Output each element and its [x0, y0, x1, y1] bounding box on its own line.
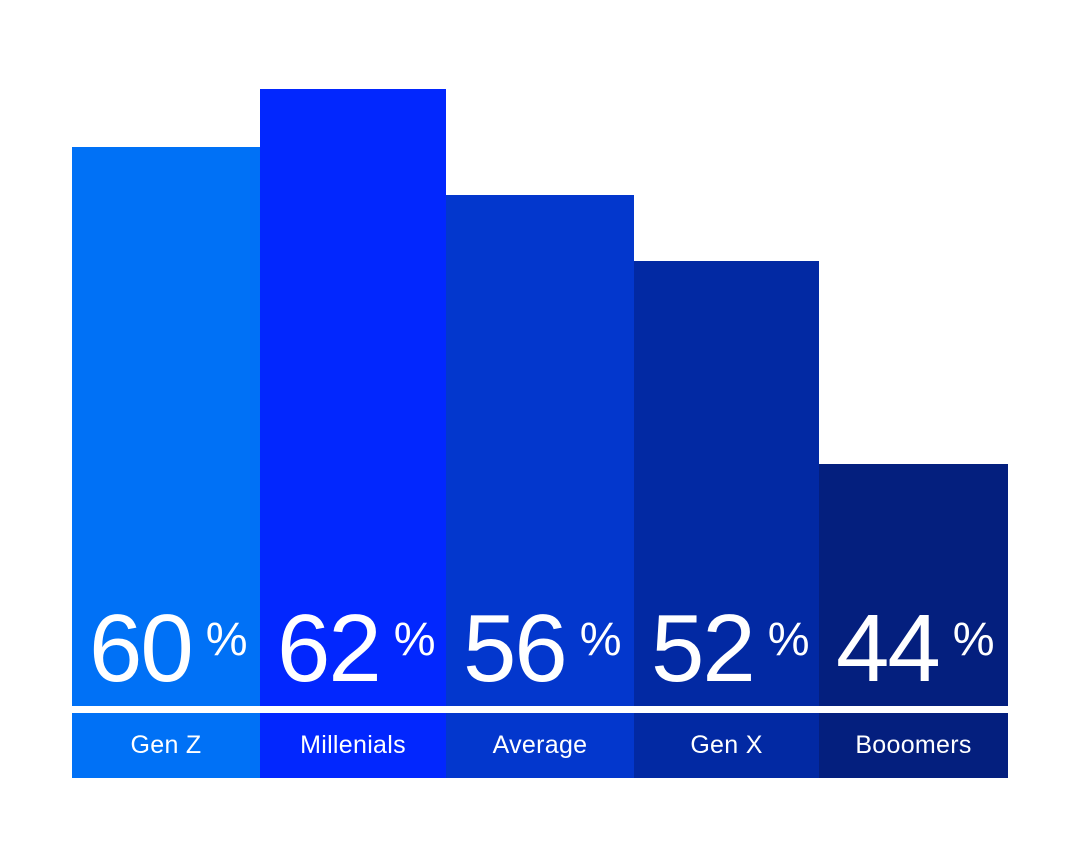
value-label-average: 56%: [463, 598, 622, 700]
value-booomers: 44: [836, 595, 941, 703]
bar-millenials: 62%: [260, 89, 446, 706]
value-label-gen-x: 52%: [651, 598, 810, 700]
value-label-gen-z: 60%: [89, 598, 248, 700]
category-band-booomers: Booomers: [819, 713, 1008, 778]
category-label-gen-z: Gen Z: [130, 731, 202, 759]
unit-gen-z: %: [205, 612, 248, 666]
unit-gen-x: %: [767, 612, 810, 666]
category-label-booomers: Booomers: [855, 731, 972, 759]
bar-average: 56%: [446, 195, 634, 706]
bar-gen-z: 60%: [72, 147, 260, 706]
value-gen-x: 52: [651, 595, 756, 703]
category-label-average: Average: [492, 731, 588, 759]
bar-gen-x: 52%: [634, 261, 819, 706]
category-label-millenials: Millenials: [300, 731, 406, 759]
category-band-millenials: Millenials: [260, 713, 446, 778]
value-millenials: 62: [277, 595, 382, 703]
category-band-gen-z: Gen Z: [72, 713, 260, 778]
category-band-gen-x: Gen X: [634, 713, 819, 778]
category-band-average: Average: [446, 713, 634, 778]
category-label-gen-x: Gen X: [690, 731, 763, 759]
value-average: 56: [463, 595, 568, 703]
value-label-booomers: 44%: [836, 598, 995, 700]
unit-millenials: %: [393, 612, 436, 666]
bar-booomers: 44%: [819, 464, 1008, 706]
value-label-millenials: 62%: [277, 598, 436, 700]
unit-booomers: %: [952, 612, 995, 666]
value-gen-z: 60: [89, 595, 194, 703]
unit-average: %: [579, 612, 622, 666]
